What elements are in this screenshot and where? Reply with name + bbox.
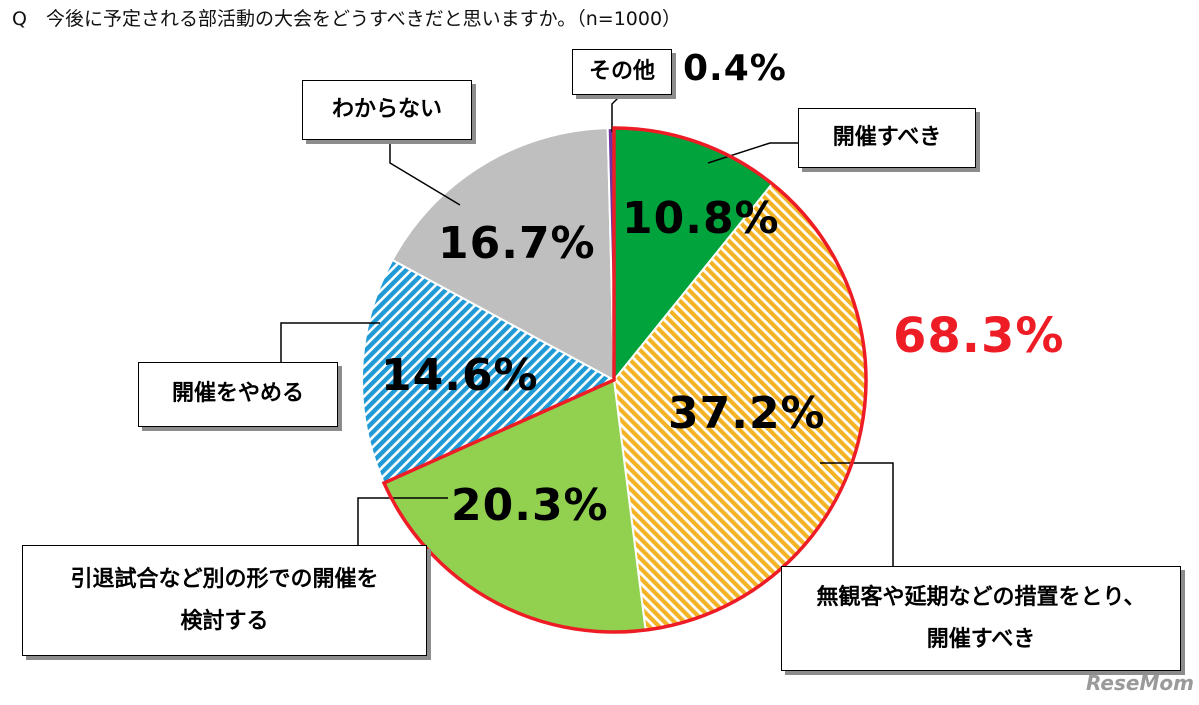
label-hold-with-measures-line1: 無観客や延期などの措置をとり、	[816, 584, 1146, 610]
label-hold-with-measures: 無観客や延期などの措置をとり、 開催すべき	[781, 566, 1181, 671]
slice-unknown	[391, 127, 616, 382]
label-hold-with-measures-line2: 開催すべき	[926, 626, 1036, 652]
value-label-hold-with-measures: 37.2%	[668, 388, 826, 439]
value-label-cancel: 14.6%	[381, 350, 539, 401]
label-unknown-text: わからない	[331, 96, 442, 122]
label-other: その他	[572, 49, 672, 95]
slice-cancel	[361, 258, 617, 485]
value-label-hold: 10.8%	[622, 193, 780, 244]
leader-line-alternative-form	[357, 497, 448, 545]
value-label-alternative-form: 20.3%	[451, 480, 609, 531]
label-alternative-form-line1: 引退試合など別の形での開催を	[70, 566, 379, 592]
highlight-total-label: 68.3%	[893, 308, 1065, 364]
label-other-text: その他	[588, 58, 655, 84]
label-alternative-form-text: 引退試合など別の形での開催を 検討する	[70, 559, 378, 643]
label-alternative-form-line2: 検討する	[180, 608, 269, 634]
leader-line-unknown	[389, 140, 461, 206]
value-label-other: 0.4%	[683, 48, 787, 89]
question-title: Q 今後に予定される部活動の大会をどうすべきだと思いますか。（n=1000）	[12, 8, 682, 30]
label-unknown: わからない	[302, 80, 472, 140]
label-alternative-form: 引退試合など別の形での開催を 検討する	[22, 545, 427, 656]
label-cancel-text: 開催をやめる	[171, 381, 304, 407]
label-cancel: 開催をやめる	[138, 362, 338, 427]
label-hold-text: 開催すべき	[832, 124, 942, 150]
leader-line-hold-with-measures	[820, 462, 894, 566]
value-label-unknown: 16.7%	[438, 218, 596, 269]
highlight-outline	[381, 126, 868, 634]
leader-line-other	[611, 93, 623, 132]
leader-line-cancel	[280, 322, 380, 362]
brand-logo: ReseMom	[1086, 671, 1194, 695]
label-hold-with-measures-text: 無観客や延期などの措置をとり、 開催すべき	[816, 577, 1145, 661]
label-hold: 開催すべき	[798, 108, 976, 168]
